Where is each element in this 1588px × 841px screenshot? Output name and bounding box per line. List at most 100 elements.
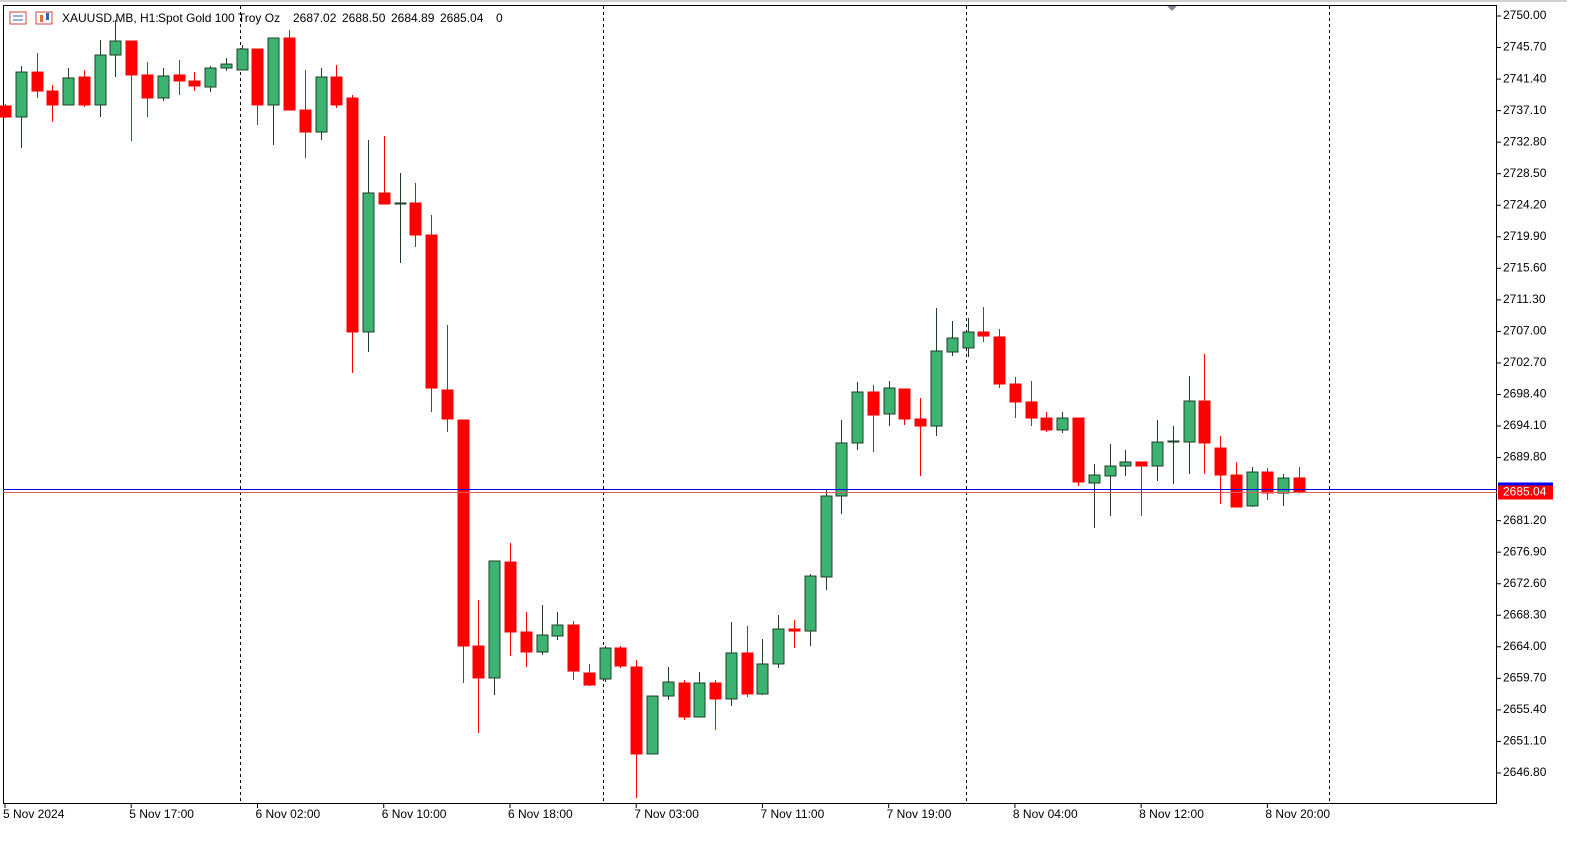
candle-body	[930, 350, 943, 427]
y-tick-label: 2655.40	[1503, 702, 1547, 716]
y-tick-label: 2732.80	[1503, 134, 1547, 148]
candle-body	[1198, 400, 1211, 444]
candle-body	[220, 63, 233, 69]
header-open: 2687.02	[293, 11, 337, 25]
candle-body	[709, 682, 722, 700]
candle-body	[914, 418, 927, 427]
candle-body	[362, 192, 375, 333]
candle-body	[173, 74, 186, 82]
candle-body	[1167, 440, 1180, 443]
candle-body	[1135, 461, 1148, 467]
candle-body	[425, 234, 438, 389]
candle-body	[820, 495, 833, 578]
candle-body	[662, 681, 675, 697]
candle-body	[772, 628, 785, 665]
candle-body	[536, 634, 549, 653]
candle-body	[251, 48, 264, 106]
candle-body	[441, 389, 454, 420]
candle-body	[267, 37, 280, 106]
candle-body	[520, 631, 533, 653]
candle-body	[1151, 441, 1164, 467]
candle-body	[378, 192, 391, 205]
y-tick-label: 2741.40	[1503, 71, 1547, 85]
y-tick-label: 2651.10	[1503, 734, 1547, 748]
y-tick-label: 2694.10	[1503, 418, 1547, 432]
candle-body	[804, 575, 817, 632]
candle-body	[283, 37, 296, 111]
y-tick-label: 2668.30	[1503, 607, 1547, 621]
y-tick-label: 2646.80	[1503, 765, 1547, 779]
candle-body	[1119, 461, 1132, 467]
candle-body	[409, 202, 422, 236]
header-volume: 0	[496, 11, 503, 25]
candle-body	[788, 628, 801, 632]
candle-body	[299, 109, 312, 133]
x-tick-label: 6 Nov 02:00	[255, 807, 320, 821]
candle-body	[898, 388, 911, 420]
candle-body	[125, 40, 138, 76]
candle-body	[1230, 474, 1243, 508]
candle-body	[946, 337, 959, 353]
candle-body	[15, 71, 28, 118]
candle-body	[883, 387, 896, 415]
candle-body	[1293, 477, 1306, 493]
candle-body	[867, 391, 880, 416]
y-tick-label: 2715.60	[1503, 260, 1547, 274]
candle-body	[551, 624, 564, 637]
candle-body	[1104, 465, 1117, 477]
y-tick-label: 2664.00	[1503, 639, 1547, 653]
header-low: 2684.89	[391, 11, 435, 25]
candle-body	[962, 331, 975, 349]
candle-body	[1040, 417, 1053, 431]
candle-body	[109, 40, 122, 56]
icon-bar	[46, 13, 49, 20]
candle-body	[851, 391, 864, 444]
y-tick-label: 2737.10	[1503, 103, 1547, 117]
candle-body	[1088, 474, 1101, 484]
candle-body	[1072, 417, 1085, 483]
candle-body	[188, 80, 201, 87]
candle-body	[31, 71, 44, 92]
candle-body	[1214, 447, 1227, 476]
x-tick-label: 6 Nov 10:00	[382, 807, 447, 821]
candle-body	[457, 419, 470, 647]
candle-body	[1261, 471, 1274, 494]
ask-marker	[1498, 482, 1553, 486]
candle-body	[504, 561, 517, 633]
y-tick-label: 2672.60	[1503, 576, 1547, 590]
x-tick-label: 8 Nov 20:00	[1265, 807, 1330, 821]
candle-body	[567, 624, 580, 672]
candle-body	[472, 645, 485, 679]
y-tick-label: 2724.20	[1503, 197, 1547, 211]
y-tick-label: 2659.70	[1503, 671, 1547, 685]
candle-body	[315, 76, 328, 133]
y-tick-label: 2689.80	[1503, 450, 1547, 464]
y-tick-label: 2719.90	[1503, 229, 1547, 243]
candle-body	[583, 672, 596, 686]
x-tick-label: 5 Nov 2024	[3, 807, 65, 821]
candle-body	[204, 67, 217, 88]
candle-body	[977, 331, 990, 337]
x-tick-label: 7 Nov 19:00	[887, 807, 952, 821]
candle-body	[835, 442, 848, 497]
candle-body	[62, 77, 75, 106]
icon-bar	[40, 15, 43, 22]
description: Spot Gold 100 Troy Oz	[158, 11, 280, 25]
candle-body	[678, 682, 691, 718]
candle-body	[599, 647, 612, 680]
candle-body	[346, 97, 359, 333]
candle-body	[488, 560, 501, 679]
candle-body	[614, 647, 627, 667]
y-tick-label: 2702.70	[1503, 355, 1547, 369]
icon	[35, 11, 53, 25]
candle-body	[46, 90, 59, 106]
y-tick-label: 2728.50	[1503, 166, 1547, 180]
x-tick-label: 6 Nov 18:00	[508, 807, 573, 821]
y-tick-label: 2698.40	[1503, 387, 1547, 401]
candle-body	[0, 105, 12, 118]
header-high: 2688.50	[342, 11, 386, 25]
candle-body	[394, 202, 407, 205]
candle-body	[756, 663, 769, 695]
shift-marker	[1167, 6, 1177, 11]
